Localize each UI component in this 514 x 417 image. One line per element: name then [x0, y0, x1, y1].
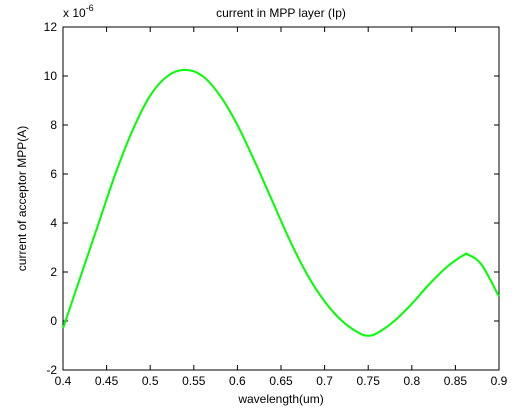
y-tick-label: -2 — [46, 363, 57, 377]
y-axis-exponent-power: -6 — [86, 3, 94, 13]
x-tick-label: 0.75 — [357, 374, 381, 388]
y-tick-label: 4 — [50, 216, 57, 230]
y-tick-label: 0 — [50, 314, 57, 328]
y-tick-label: 12 — [44, 20, 58, 34]
plot-area — [62, 26, 500, 371]
x-tick-label: 0.55 — [182, 374, 206, 388]
x-tick-label: 0.4 — [55, 374, 72, 388]
y-axis-exponent: x 10-6 — [63, 3, 94, 20]
x-tick-label: 0.7 — [316, 374, 333, 388]
x-tick-label: 0.5 — [142, 374, 159, 388]
y-tick-label: 8 — [50, 118, 57, 132]
x-tick-label: 0.8 — [403, 374, 420, 388]
x-axis-title: wavelength(um) — [237, 392, 323, 406]
series-line — [62, 68, 500, 337]
x-tick-label: 0.45 — [95, 374, 119, 388]
x-tick-label: 0.9 — [491, 374, 508, 388]
y-tick-label: 6 — [50, 167, 57, 181]
x-tick-label: 0.85 — [444, 374, 468, 388]
x-tick-label: 0.65 — [269, 374, 293, 388]
x-tick-label: 0.6 — [229, 374, 246, 388]
chart-title: current in MPP layer (Ip) — [216, 6, 346, 20]
y-tick-label: 10 — [44, 69, 58, 83]
y-tick-label: 2 — [50, 265, 57, 279]
y-axis-title: current of acceptor MPP(A) — [15, 126, 29, 271]
y-axis-exponent-base: x 10 — [63, 6, 86, 20]
